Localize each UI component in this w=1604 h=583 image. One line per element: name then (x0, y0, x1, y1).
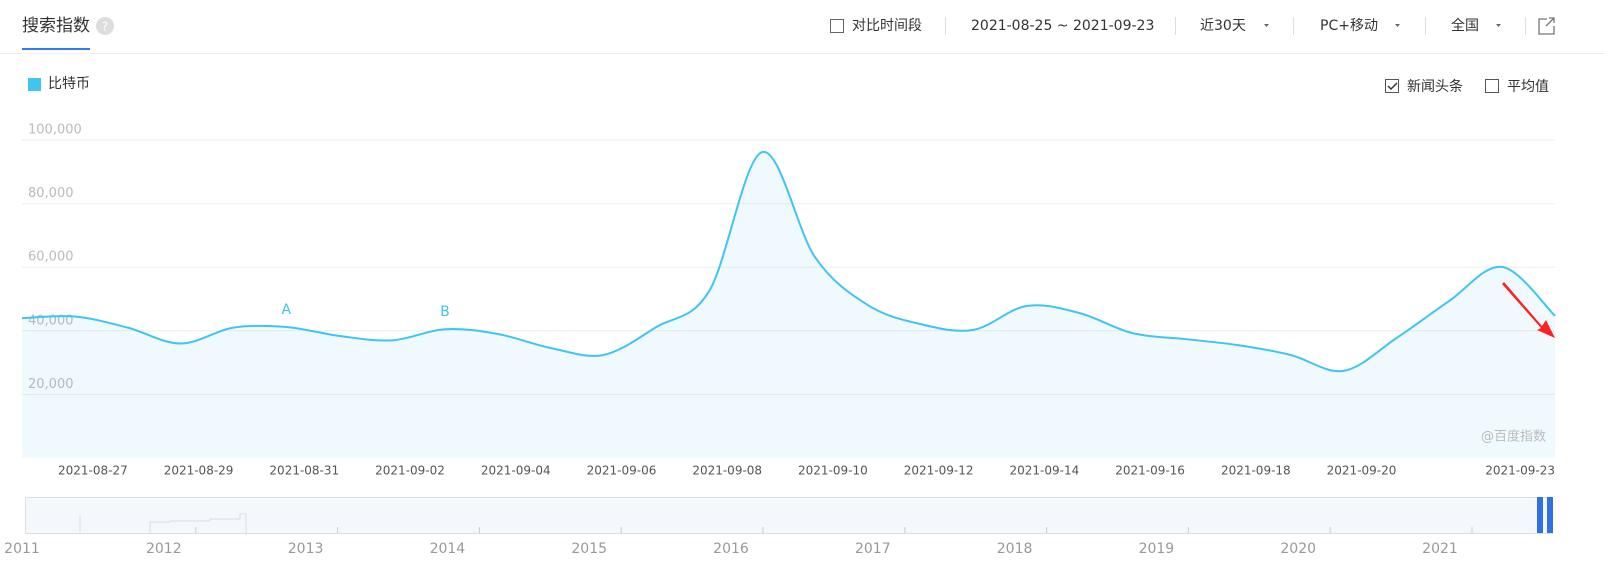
x-tick-label: 2021-09-23 (1485, 464, 1555, 478)
y-tick-label: 20,000 (28, 377, 74, 392)
year-label: 2014 (430, 541, 466, 557)
y-tick-label: 80,000 (28, 186, 74, 201)
navigator-handle[interactable] (1547, 497, 1553, 533)
navigator[interactable] (25, 497, 1553, 534)
line (21, 151, 1556, 373)
x-tick-label: 2021-09-16 (1115, 464, 1185, 478)
news-label[interactable]: 新闻头条 (1407, 78, 1463, 95)
legend-label[interactable]: 比特币 (48, 76, 90, 92)
news-checkbox[interactable] (1385, 79, 1399, 93)
plot: 20,00040,00060,00080,000100,0002021-08-2… (21, 123, 1556, 478)
x-tick-label: 2021-09-10 (798, 464, 868, 478)
year-label: 2012 (146, 541, 182, 557)
x-tick-label: 2021-08-31 (269, 464, 339, 478)
x-tick-label: 2021-09-04 (481, 464, 551, 478)
divider (0, 53, 1604, 54)
device-select[interactable]: PC+移动 (1320, 18, 1378, 34)
navigator-trace (79, 513, 247, 535)
compare-checkbox[interactable] (830, 19, 844, 33)
average-checkbox[interactable] (1485, 79, 1499, 93)
area (22, 151, 1555, 459)
separators (945, 17, 1526, 35)
red-arrow (1502, 282, 1555, 338)
help-icon[interactable] (96, 17, 114, 35)
year-label: 2019 (1139, 541, 1175, 557)
x-tick-label: 2021-09-02 (375, 464, 445, 478)
x-tick-label: 2021-08-29 (164, 464, 234, 478)
x-tick-label: 2021-09-14 (1009, 464, 1079, 478)
year-label: 2017 (855, 541, 891, 557)
news-annotation: A (282, 302, 292, 318)
x-tick-label: 2021-09-18 (1221, 464, 1291, 478)
navigator-axis: 2011 2012 2013 2014 2015 2016 2017 2018 2019 2020… (4, 527, 1473, 557)
x-tick-label: 2021-09-06 (587, 464, 657, 478)
year-label: 2018 (997, 541, 1033, 557)
year-label: 2020 (1280, 541, 1316, 557)
compare-label[interactable]: 对比时间段 (852, 18, 922, 34)
dropdown-arrow (1496, 24, 1501, 27)
year-label: 2016 (713, 541, 749, 557)
tab-underline (22, 48, 90, 50)
legend-swatch (28, 78, 41, 91)
help-mark: ? (102, 20, 108, 34)
period-select[interactable]: 近30天 (1200, 18, 1246, 34)
export-icon[interactable] (1538, 17, 1555, 35)
x-tick-label: 2021-08-27 (58, 464, 128, 478)
region-select[interactable]: 全国 (1451, 17, 1479, 34)
year-label: 2021 (1422, 541, 1458, 557)
x-tick-label: 2021-09-08 (692, 464, 762, 478)
year-label: 2011 (4, 541, 40, 557)
y-tick-label: 60,000 (28, 250, 74, 265)
dropdown-arrow (1264, 24, 1269, 27)
navigator-handle[interactable] (1537, 497, 1543, 533)
news-annotation: B (440, 304, 450, 320)
average-label[interactable]: 平均值 (1507, 79, 1549, 95)
x-tick-label: 2021-09-20 (1327, 464, 1397, 478)
tab-title[interactable]: 搜索指数 (22, 16, 90, 36)
x-tick-label: 2021-09-12 (904, 464, 974, 478)
year-label: 2015 (571, 541, 607, 557)
date-range[interactable]: 2021-08-25 ~ 2021-09-23 (971, 18, 1154, 34)
year-label: 2013 (288, 541, 324, 557)
y-tick-label: 100,000 (28, 123, 82, 138)
watermark: @百度指数 (1481, 429, 1546, 445)
dropdown-arrow (1395, 24, 1400, 27)
check-mark (1387, 82, 1398, 91)
